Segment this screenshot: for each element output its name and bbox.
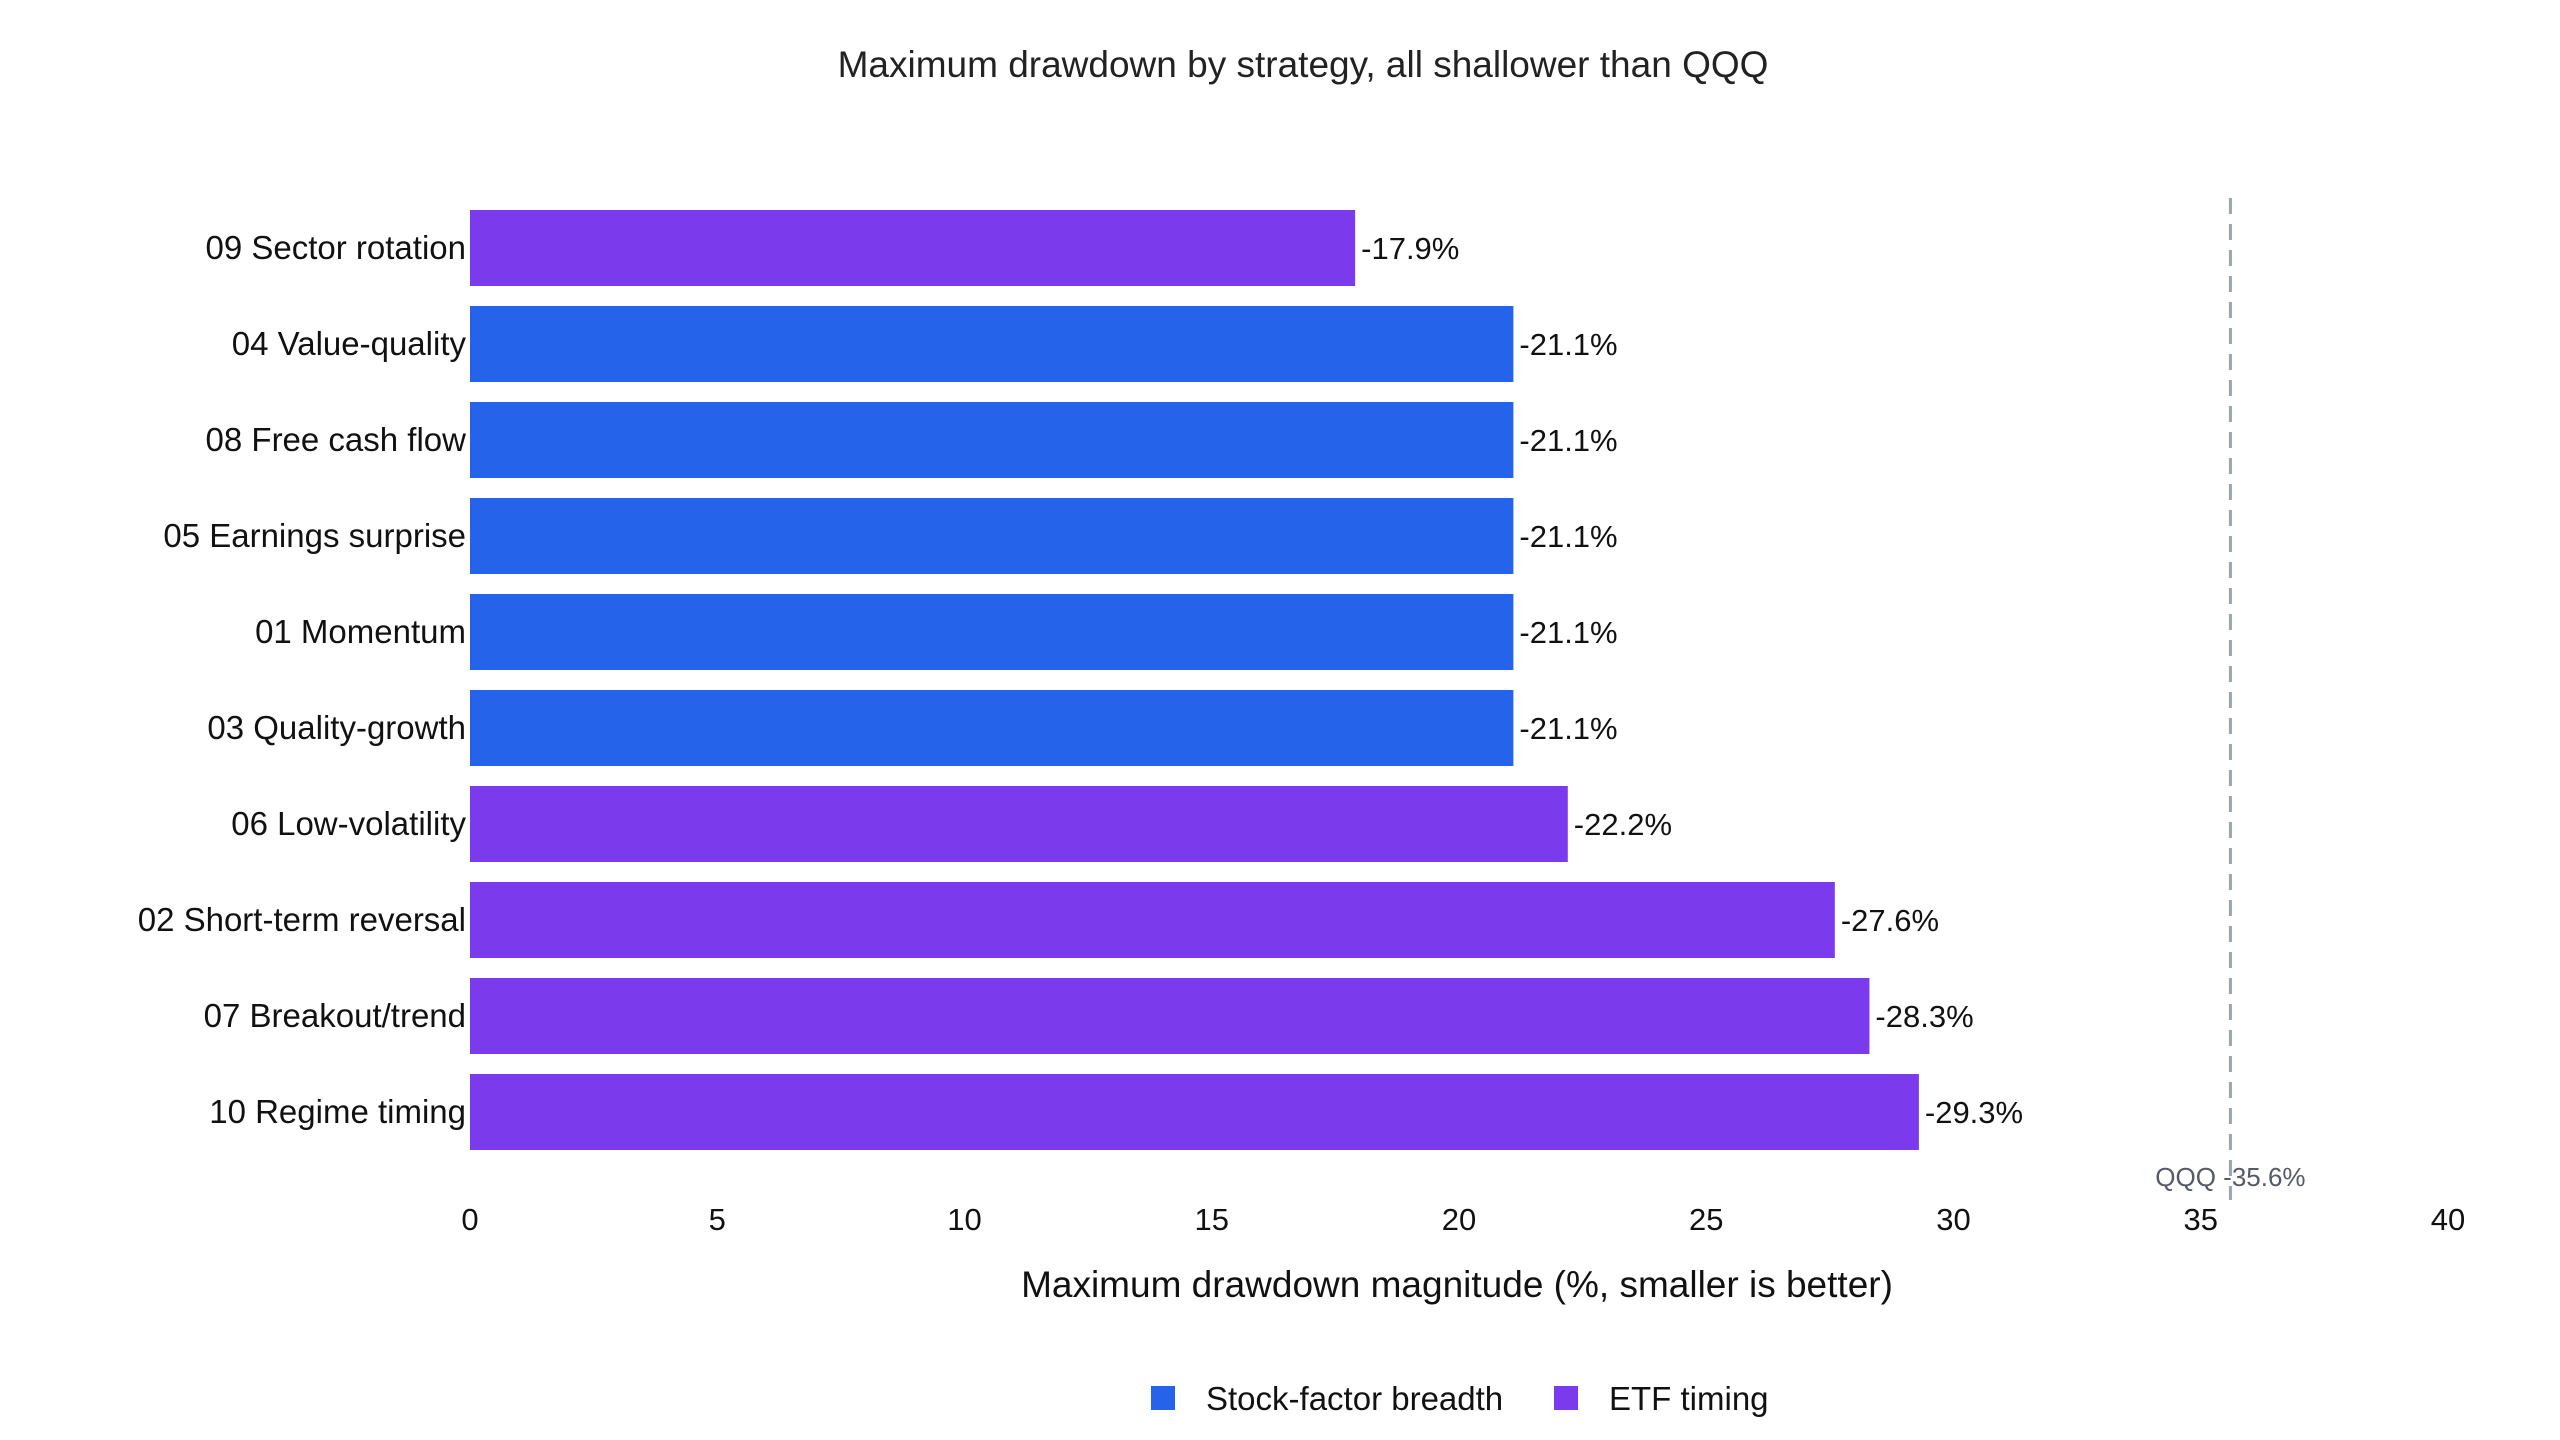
category-label: 05 Earnings surprise <box>163 517 466 554</box>
bar <box>470 306 1514 382</box>
x-tick-label: 40 <box>2431 1202 2465 1237</box>
x-axis-title: Maximum drawdown magnitude (%, smaller i… <box>1021 1264 1893 1305</box>
bar-value-label: -21.1% <box>1519 327 1617 362</box>
bar-value-label: -21.1% <box>1519 711 1617 746</box>
bar <box>470 210 1356 286</box>
x-tick-label: 35 <box>2184 1202 2218 1237</box>
bar-value-label: -17.9% <box>1361 231 1459 266</box>
category-label: 03 Quality-growth <box>207 709 466 746</box>
legend-swatch <box>1554 1386 1578 1410</box>
category-label: 10 Regime timing <box>209 1093 466 1130</box>
x-tick-label: 5 <box>709 1202 726 1237</box>
bar <box>470 978 1870 1054</box>
bar <box>470 690 1514 766</box>
bar-value-label: -21.1% <box>1519 615 1617 650</box>
reference-line-group: QQQ -35.6% <box>2155 198 2306 1200</box>
bar-value-label: -21.1% <box>1519 423 1617 458</box>
legend: Stock-factor breadth ETF timing <box>1151 1380 1769 1417</box>
bar <box>470 594 1514 670</box>
category-label: 08 Free cash flow <box>206 421 467 458</box>
x-tick-label: 0 <box>461 1202 478 1237</box>
chart-title: Maximum drawdown by strategy, all shallo… <box>838 44 1769 85</box>
bar-value-label: -21.1% <box>1519 519 1617 554</box>
bar <box>470 402 1514 478</box>
x-tick-label: 20 <box>1442 1202 1476 1237</box>
bar-value-label: -29.3% <box>1925 1095 2023 1130</box>
bar <box>470 498 1514 574</box>
legend-label: ETF timing <box>1609 1380 1769 1417</box>
bar <box>470 1074 1919 1150</box>
category-label: 09 Sector rotation <box>206 229 467 266</box>
legend-label: Stock-factor breadth <box>1206 1380 1503 1417</box>
bar <box>470 882 1835 958</box>
bar-value-label: -28.3% <box>1875 999 1973 1034</box>
category-label: 07 Breakout/trend <box>204 997 466 1034</box>
category-label: 04 Value-quality <box>232 325 467 362</box>
x-axis-ticks: 0 5 10 15 20 25 30 35 40 <box>461 1202 2465 1237</box>
bar-value-label: -22.2% <box>1574 807 1672 842</box>
category-label: 02 Short-term reversal <box>138 901 466 938</box>
bars-layer: 09 Sector rotation -17.9% 04 Value-quality… <box>138 210 2023 1150</box>
x-tick-label: 25 <box>1689 1202 1723 1237</box>
category-label: 06 Low-volatility <box>231 805 466 842</box>
x-tick-label: 30 <box>1936 1202 1970 1237</box>
category-label: 01 Momentum <box>255 613 466 650</box>
x-tick-label: 15 <box>1195 1202 1229 1237</box>
x-tick-label: 10 <box>947 1202 981 1237</box>
qqq-reference-label: QQQ -35.6% <box>2155 1162 2305 1192</box>
legend-swatch <box>1151 1386 1175 1410</box>
bar-value-label: -27.6% <box>1841 903 1939 938</box>
bar <box>470 786 1568 862</box>
